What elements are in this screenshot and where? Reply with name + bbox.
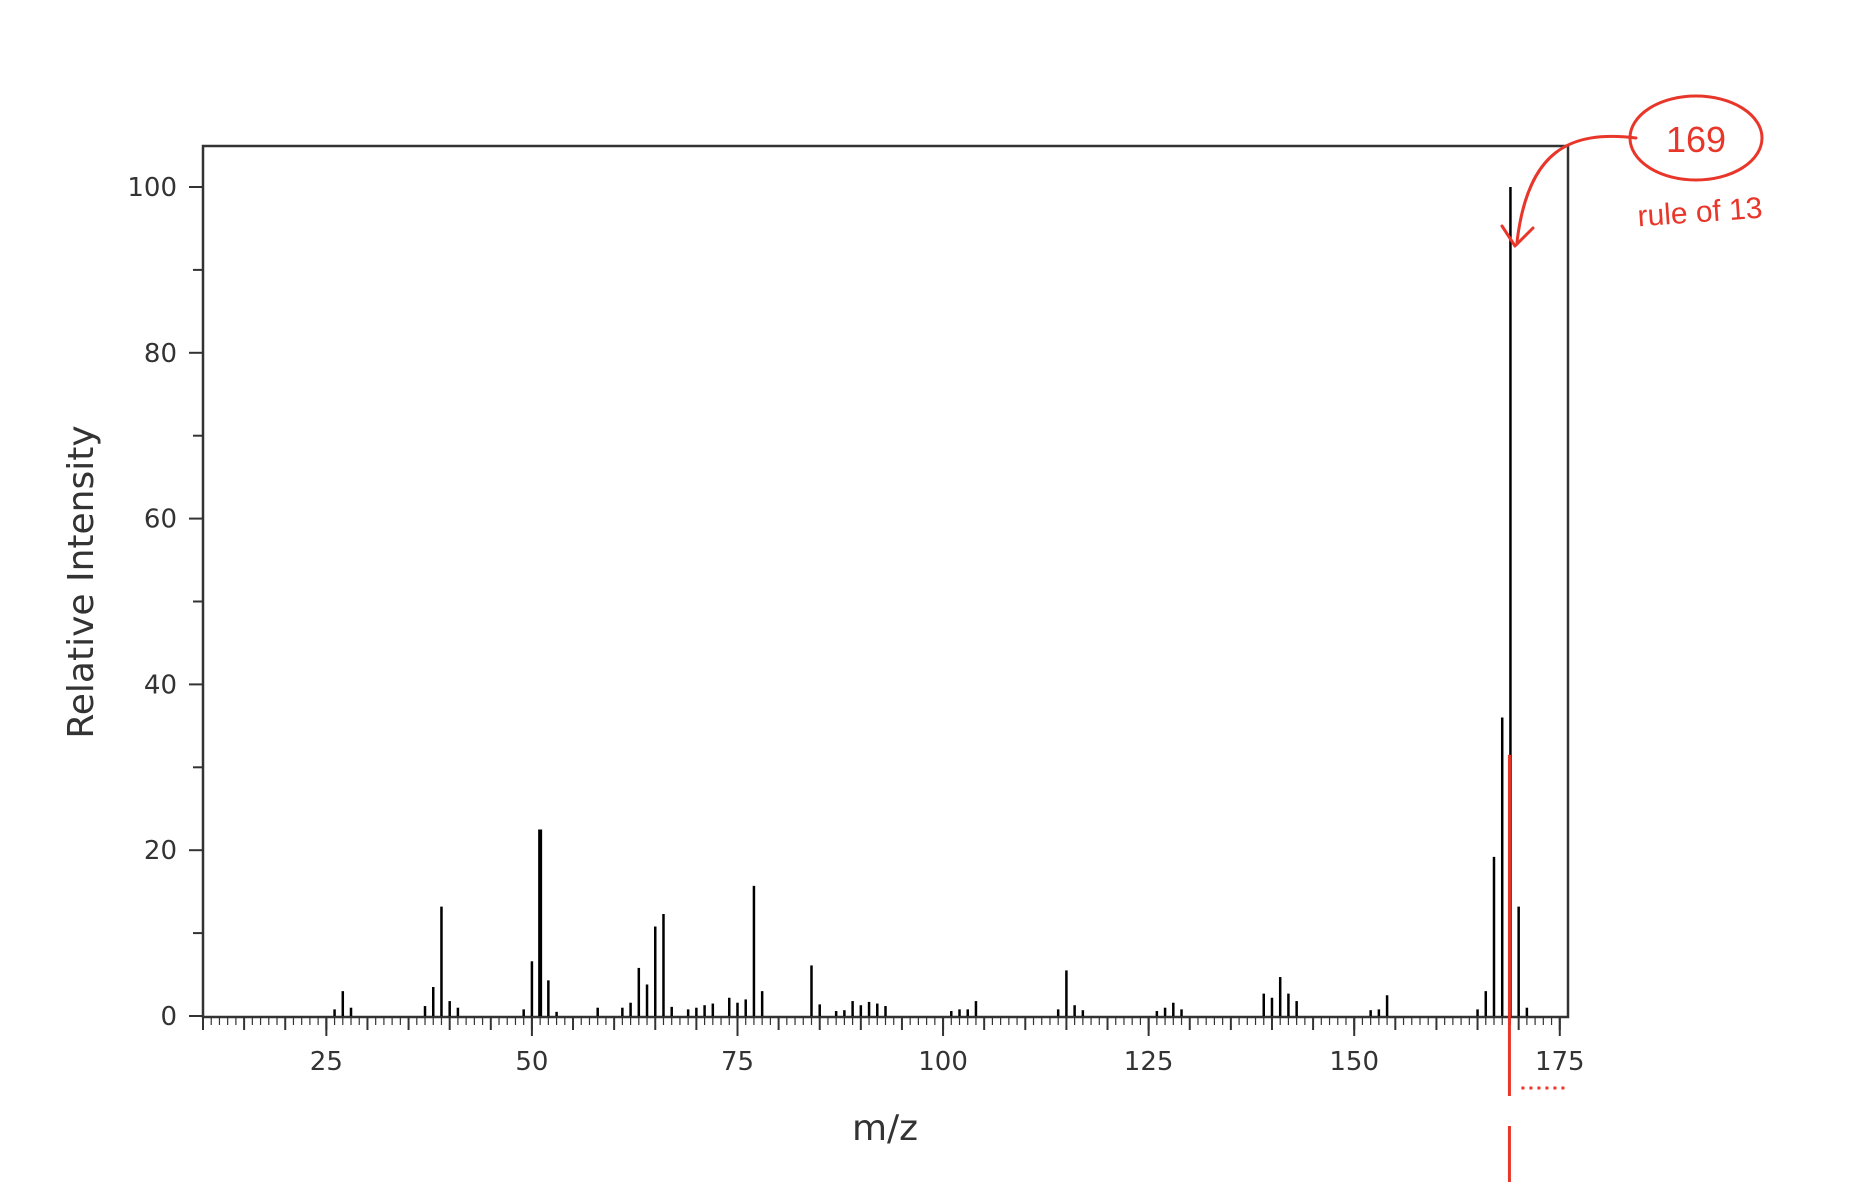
x-tick-label: 75 xyxy=(721,1047,754,1077)
x-tick-label: 50 xyxy=(515,1047,548,1077)
annotation-peak-label: 169 xyxy=(1666,119,1726,160)
x-axis-title: m/z xyxy=(852,1108,918,1149)
x-tick-label: 150 xyxy=(1329,1047,1379,1077)
y-tick-label: 80 xyxy=(144,339,177,369)
y-tick-label: 60 xyxy=(144,505,177,535)
annotation-group: 169 rule of 13 xyxy=(1500,94,1764,1182)
annotation-arrowhead xyxy=(1500,224,1535,248)
y-tick-label: 100 xyxy=(127,173,177,203)
x-tick-label: 175 xyxy=(1535,1047,1585,1077)
x-tick-label: 100 xyxy=(918,1047,968,1077)
x-axis: 25 50 75 100 125 150 175 xyxy=(310,1016,1585,1077)
annotation-arrow xyxy=(1515,134,1638,244)
y-axis-title: Relative Intensity xyxy=(61,425,102,738)
x-tick-label: 125 xyxy=(1124,1047,1174,1077)
plot-frame xyxy=(201,144,1570,1019)
y-tick-label: 20 xyxy=(144,836,177,866)
annotation-rule-label: rule of 13 xyxy=(1636,192,1763,234)
spectrum-peaks xyxy=(333,187,1529,1016)
x-tick-label: 25 xyxy=(310,1047,343,1077)
y-tick-label: 0 xyxy=(160,1002,177,1032)
y-axis: 0 20 40 60 80 100 xyxy=(127,173,203,1032)
y-tick-label: 40 xyxy=(144,670,177,700)
